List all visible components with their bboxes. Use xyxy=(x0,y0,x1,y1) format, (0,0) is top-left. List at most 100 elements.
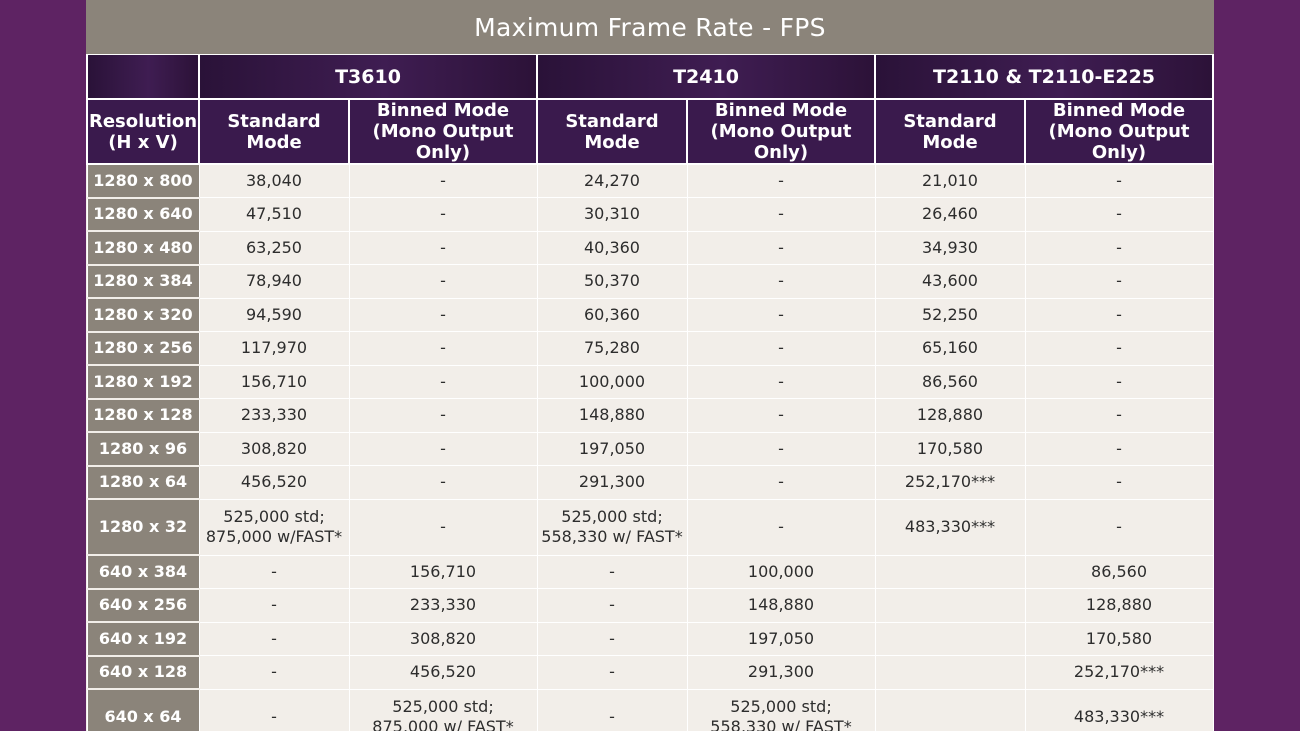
fps-cell: 170,580 xyxy=(874,432,1026,466)
fps-value: 65,160 xyxy=(922,338,978,358)
fps-cell: - xyxy=(348,264,538,299)
frame-rate-panel: Maximum Frame Rate - FPS T3610 T2410 T21… xyxy=(86,0,1214,731)
fps-value: - xyxy=(778,237,784,257)
resolution-cell: 1280 x 32 xyxy=(86,499,200,556)
resolution-cell: 1280 x 256 xyxy=(86,331,200,366)
fps-value: - xyxy=(271,595,277,615)
fps-cell: - xyxy=(1024,465,1214,500)
fps-value: 525,000 std; xyxy=(223,507,325,526)
table-row: 640 x 256 - 233,330 - 148,880 128,880 xyxy=(86,588,1214,623)
fps-cell: 34,930 xyxy=(874,231,1026,265)
fps-cell: 128,880 xyxy=(874,398,1026,433)
table-row: 1280 x 320 94,590 - 60,360 - 52,250 - xyxy=(86,298,1214,333)
fps-cell: - xyxy=(1024,197,1214,232)
fps-value: - xyxy=(778,472,784,492)
fps-cell: 291,300 xyxy=(536,465,688,500)
fps-cell: - xyxy=(348,499,538,556)
resolution-cell: 1280 x 96 xyxy=(86,432,200,467)
fps-value: 94,590 xyxy=(246,304,302,324)
fps-value: 483,330*** xyxy=(1073,707,1165,726)
fps-value: 197,050 xyxy=(747,628,815,648)
standard-mode-header: Standard Mode xyxy=(198,98,350,165)
fps-cell xyxy=(874,555,1026,589)
fps-value: - xyxy=(1116,438,1122,458)
fps-cell: 40,360 xyxy=(536,231,688,265)
fps-value: - xyxy=(1116,371,1122,391)
fps-value: 128,880 xyxy=(1085,595,1153,615)
fps-value: 308,820 xyxy=(409,628,477,648)
fps-cell xyxy=(874,655,1026,690)
fps-value: 483,330*** xyxy=(904,517,996,536)
fps-value: 170,580 xyxy=(1085,628,1153,648)
fps-cell: 94,590 xyxy=(198,298,350,332)
fps-cell: 525,000 std; 875,000 w/FAST* xyxy=(198,499,350,556)
fps-value: - xyxy=(1116,472,1122,492)
fps-cell: - xyxy=(536,588,688,623)
fps-value: - xyxy=(440,237,446,257)
fps-cell: - xyxy=(686,197,876,232)
fps-value: 525,000 std; xyxy=(392,697,494,716)
fps-cell: 26,460 xyxy=(874,197,1026,232)
fps-value: 308,820 xyxy=(240,438,308,458)
resolution-cell: 1280 x 480 xyxy=(86,231,200,266)
fps-cell: - xyxy=(1024,298,1214,332)
fps-cell: 197,050 xyxy=(686,622,876,656)
fps-cell: 156,710 xyxy=(198,365,350,399)
fps-value: 148,880 xyxy=(747,595,815,615)
resolution-cell: 640 x 128 xyxy=(86,655,200,690)
fps-value: 86,560 xyxy=(1091,561,1147,581)
fps-cell: 38,040 xyxy=(198,164,350,198)
fps-cell: 75,280 xyxy=(536,331,688,366)
fps-value: - xyxy=(778,517,784,536)
fps-value: 252,170*** xyxy=(904,472,996,492)
fps-cell: - xyxy=(686,432,876,466)
fps-value: - xyxy=(271,662,277,682)
fps-value: 291,300 xyxy=(578,472,646,492)
table-row: 640 x 192 - 308,820 - 197,050 170,580 xyxy=(86,622,1214,657)
fps-value: 252,170*** xyxy=(1073,662,1165,682)
table-row: 1280 x 96 308,820 - 197,050 - 170,580 - xyxy=(86,432,1214,467)
fps-cell: 63,250 xyxy=(198,231,350,265)
table-row: 1280 x 800 38,040 - 24,270 - 21,010 - xyxy=(86,164,1214,199)
fps-cell: 60,360 xyxy=(536,298,688,332)
fps-cell: - xyxy=(348,231,538,265)
fps-value: - xyxy=(1116,271,1122,291)
resolution-cell: 1280 x 800 xyxy=(86,164,200,199)
fps-value: - xyxy=(1116,237,1122,257)
fps-cell: - xyxy=(686,365,876,399)
fps-value: - xyxy=(271,707,277,726)
fps-value: 100,000 xyxy=(747,561,815,581)
resolution-header: Resolution (H x V) xyxy=(86,98,200,165)
fps-value: - xyxy=(271,628,277,648)
fps-value: - xyxy=(440,338,446,358)
fps-cell: - xyxy=(1024,164,1214,198)
fps-value: 558,330 w/ FAST* xyxy=(710,717,852,731)
fps-cell: - xyxy=(686,499,876,556)
fps-value: 63,250 xyxy=(246,237,302,257)
fps-cell: 233,330 xyxy=(198,398,350,433)
fps-value: 52,250 xyxy=(922,304,978,324)
fps-cell: 148,880 xyxy=(686,588,876,623)
fps-value: - xyxy=(778,171,784,190)
group-header-t2110: T2110 & T2110-E225 xyxy=(873,54,1214,100)
fps-value: 86,560 xyxy=(922,371,978,391)
table-row: 1280 x 64 456,520 - 291,300 - 252,170*** - xyxy=(86,465,1214,500)
fps-cell: - xyxy=(198,655,350,690)
fps-cell: 100,000 xyxy=(536,365,688,399)
fps-cell: 65,160 xyxy=(874,331,1026,366)
fps-cell: - xyxy=(1024,331,1214,366)
fps-cell: - xyxy=(1024,499,1214,556)
fps-cell xyxy=(874,689,1026,731)
binned-mode-header: Binned Mode (Mono Output Only) xyxy=(1023,98,1214,165)
resolution-cell: 640 x 64 xyxy=(86,689,200,731)
fps-cell: 233,330 xyxy=(348,588,538,623)
fps-cell: 52,250 xyxy=(874,298,1026,332)
fps-cell: - xyxy=(348,331,538,366)
fps-value: - xyxy=(440,171,446,190)
fps-cell: 525,000 std; 558,330 w/ FAST* xyxy=(686,689,876,731)
binned-mode-header: Binned Mode (Mono Output Only) xyxy=(348,98,538,165)
fps-value: - xyxy=(609,662,615,682)
fps-value: 75,280 xyxy=(584,338,640,358)
group-header-t3610: T3610 xyxy=(198,54,538,100)
camera-group-row: T3610 T2410 T2110 & T2110-E225 xyxy=(86,54,1214,100)
